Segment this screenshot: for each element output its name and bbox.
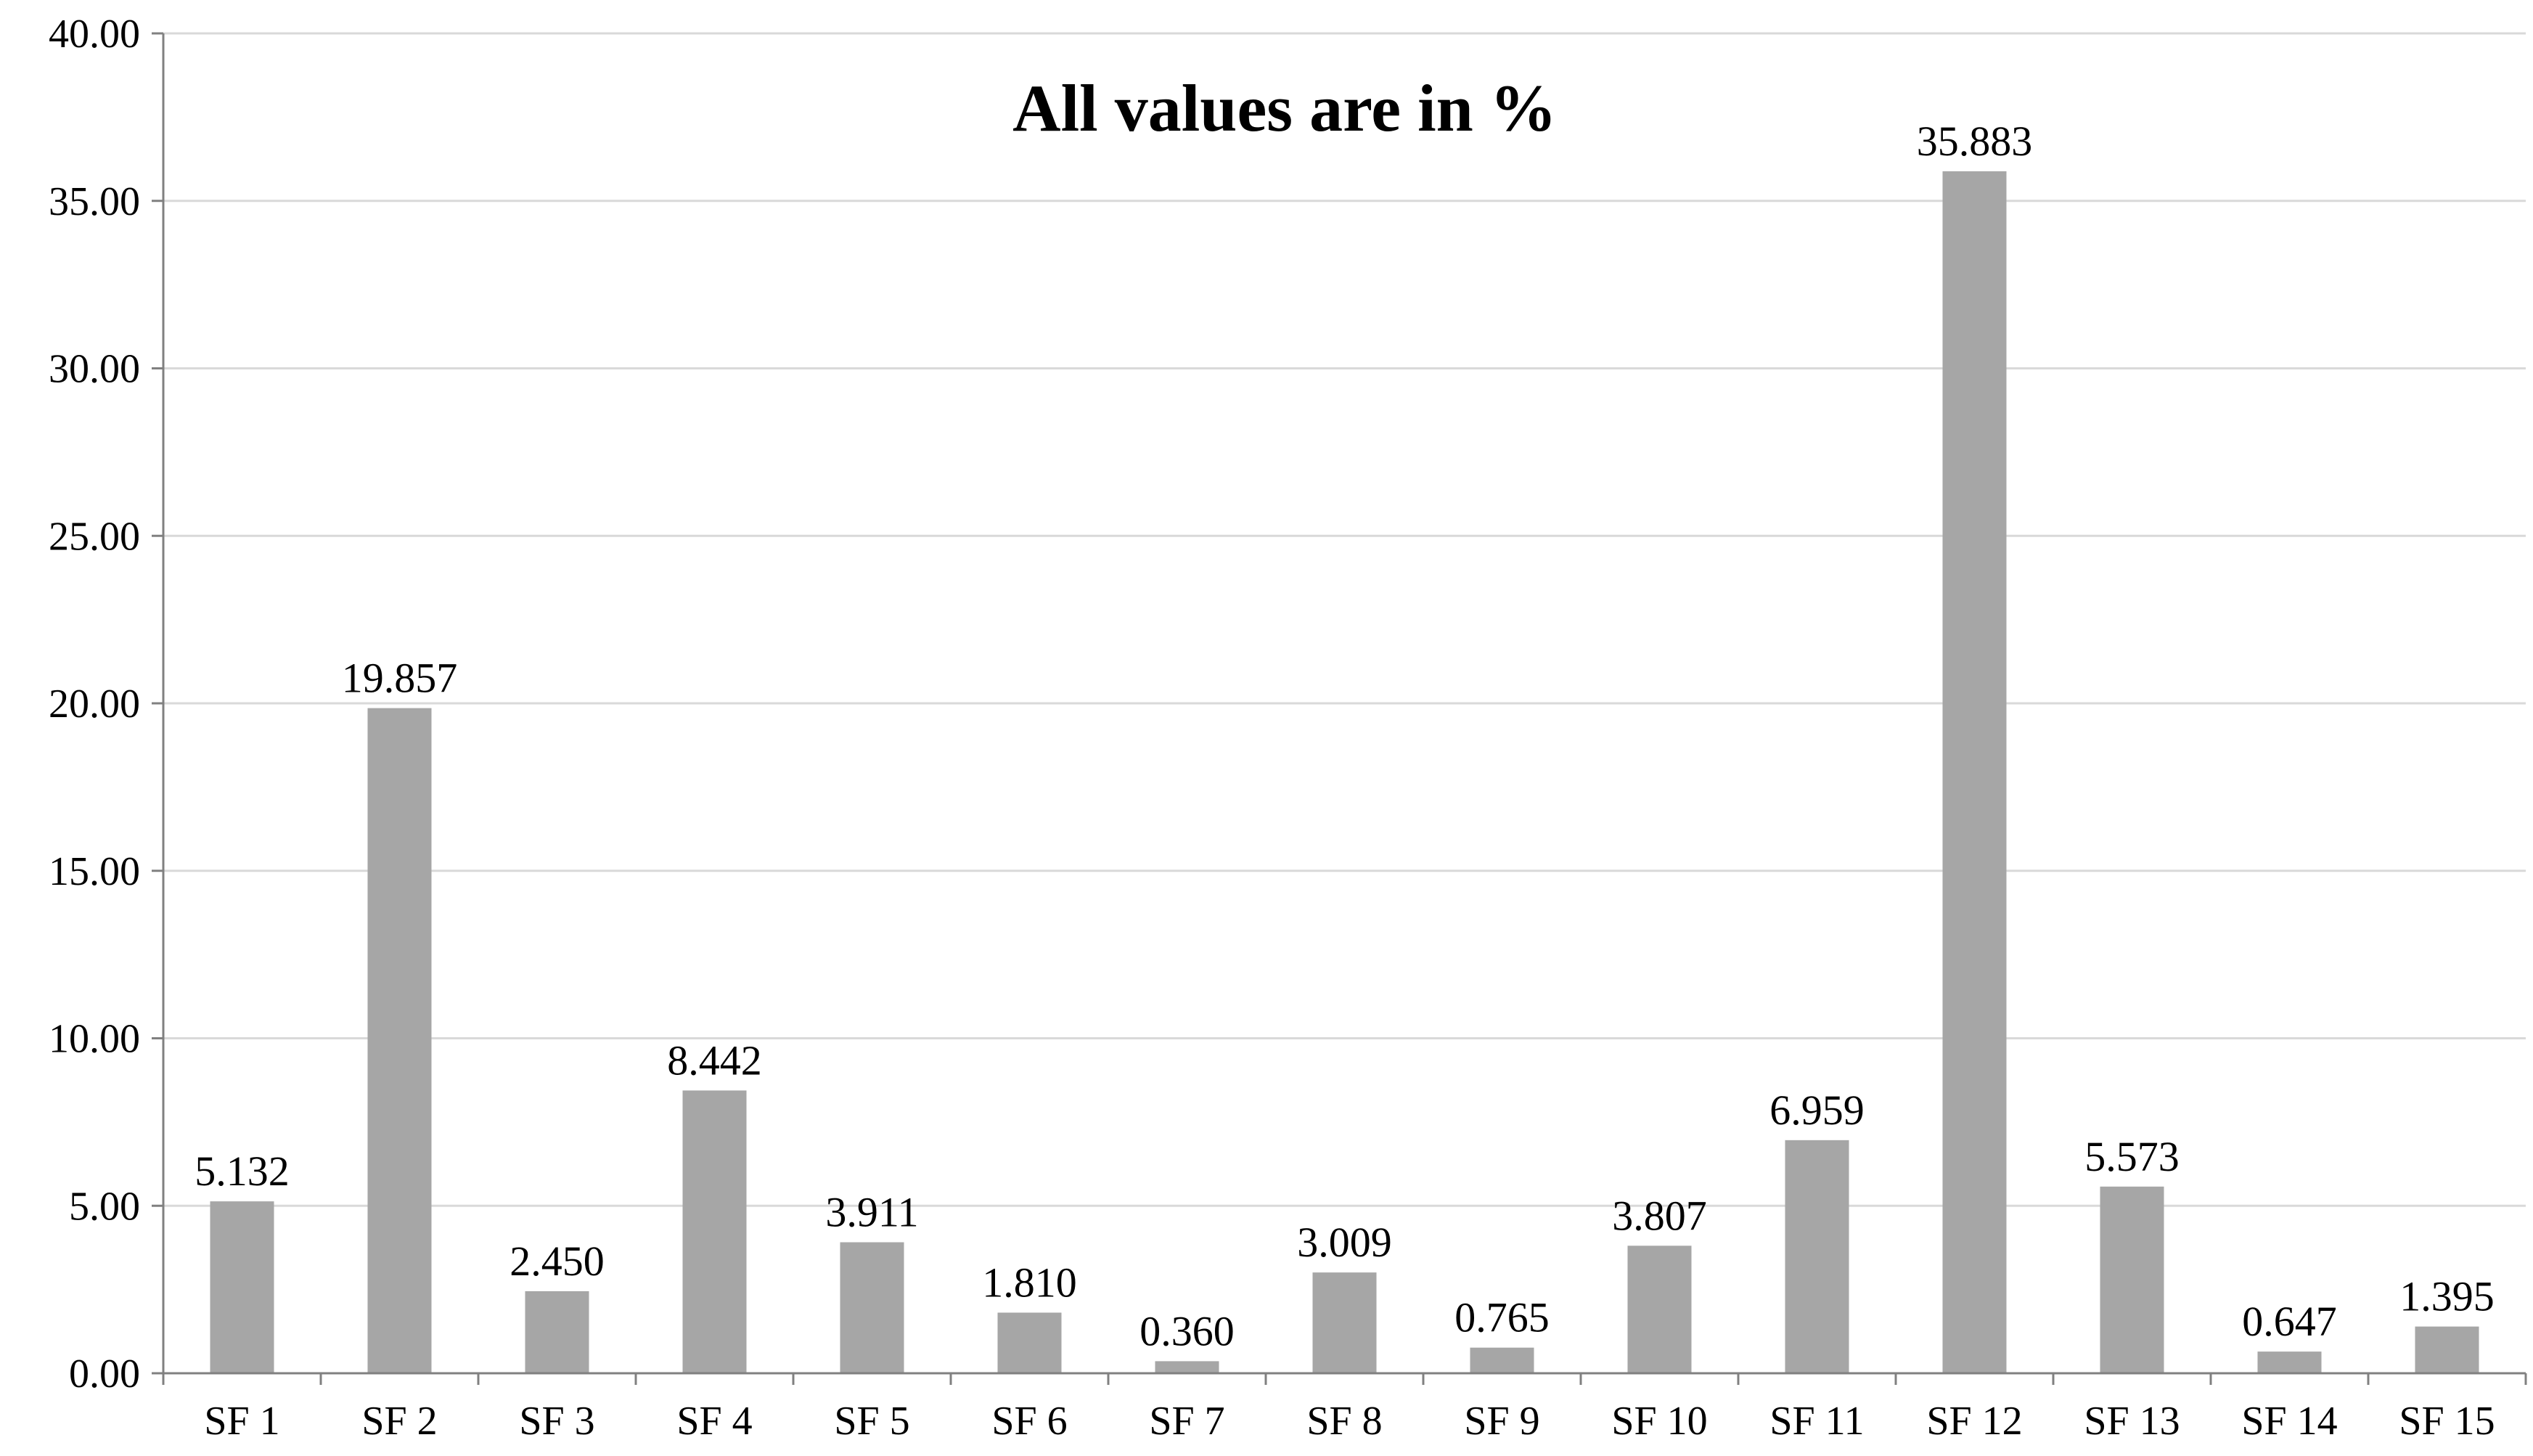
data-label: 3.807 bbox=[1612, 1192, 1707, 1239]
chart-title: All values are in % bbox=[1012, 71, 1557, 145]
x-tick-label: SF 15 bbox=[2399, 1399, 2495, 1444]
bar bbox=[1627, 1246, 1692, 1373]
bar bbox=[367, 708, 432, 1373]
data-label: 0.360 bbox=[1139, 1307, 1235, 1354]
x-tick-label: SF 7 bbox=[1149, 1399, 1224, 1444]
y-tick-label: 5.00 bbox=[69, 1184, 140, 1229]
data-label: 0.647 bbox=[2242, 1298, 2337, 1345]
y-tick-label: 10.00 bbox=[49, 1017, 140, 1062]
x-tick-label: SF 9 bbox=[1464, 1399, 1539, 1444]
data-label: 5.132 bbox=[195, 1148, 290, 1195]
data-label: 3.911 bbox=[825, 1189, 918, 1236]
y-tick-label: 40.00 bbox=[49, 12, 140, 57]
bar bbox=[2100, 1186, 2164, 1373]
data-label: 6.959 bbox=[1769, 1087, 1865, 1134]
bar bbox=[840, 1242, 904, 1373]
bar bbox=[2257, 1351, 2322, 1373]
x-tick-label: SF 10 bbox=[1611, 1399, 1707, 1444]
x-tick-label: SF 5 bbox=[834, 1399, 909, 1444]
x-tick-label: SF 1 bbox=[204, 1399, 279, 1444]
data-label: 5.573 bbox=[2084, 1133, 2180, 1180]
gridlines bbox=[163, 32, 2526, 1207]
bar bbox=[682, 1090, 747, 1373]
data-labels: 5.132 19.857 2.450 8.442 3.911 1.810 0.360 3.00… bbox=[195, 118, 2495, 1354]
bar bbox=[1470, 1347, 1534, 1373]
y-tick-label: 0.00 bbox=[69, 1351, 140, 1396]
data-label: 1.395 bbox=[2399, 1273, 2495, 1320]
bar bbox=[997, 1312, 1062, 1373]
x-tick-label: SF 3 bbox=[519, 1399, 594, 1444]
x-tick-label: SF 8 bbox=[1306, 1399, 1382, 1444]
y-tick-label: 15.00 bbox=[49, 849, 140, 894]
bar bbox=[210, 1201, 274, 1373]
x-tick-label: SF 11 bbox=[1769, 1399, 1864, 1444]
data-label: 35.883 bbox=[1917, 118, 2033, 165]
x-tick-label: SF 2 bbox=[361, 1399, 437, 1444]
y-tick-label: 25.00 bbox=[49, 514, 140, 559]
x-tick-label: SF 4 bbox=[676, 1399, 752, 1444]
y-tick-label: 20.00 bbox=[49, 682, 140, 727]
data-label: 8.442 bbox=[667, 1036, 762, 1084]
y-tick-label: 35.00 bbox=[49, 179, 140, 224]
bar bbox=[525, 1291, 589, 1373]
data-label: 3.009 bbox=[1297, 1219, 1392, 1266]
data-label: 2.450 bbox=[510, 1238, 605, 1285]
bars bbox=[210, 171, 2479, 1374]
x-tick-label: SF 14 bbox=[2241, 1399, 2337, 1444]
y-tick-label: 30.00 bbox=[49, 347, 140, 392]
x-tick-label: SF 13 bbox=[2084, 1399, 2180, 1444]
bar bbox=[2415, 1326, 2479, 1373]
bar bbox=[1155, 1361, 1219, 1373]
data-label: 19.857 bbox=[342, 655, 458, 702]
bar bbox=[1785, 1140, 1849, 1373]
x-tick-label: SF 6 bbox=[991, 1399, 1067, 1444]
data-label: 0.765 bbox=[1454, 1294, 1550, 1341]
bar bbox=[1942, 171, 2007, 1374]
bar bbox=[1312, 1272, 1377, 1373]
x-tick-label: SF 12 bbox=[1926, 1399, 2022, 1444]
data-label: 1.810 bbox=[982, 1259, 1077, 1306]
axes: 0.00 5.00 10.00 15.00 20.00 25.00 30.00 35.00 40… bbox=[49, 12, 2527, 1444]
